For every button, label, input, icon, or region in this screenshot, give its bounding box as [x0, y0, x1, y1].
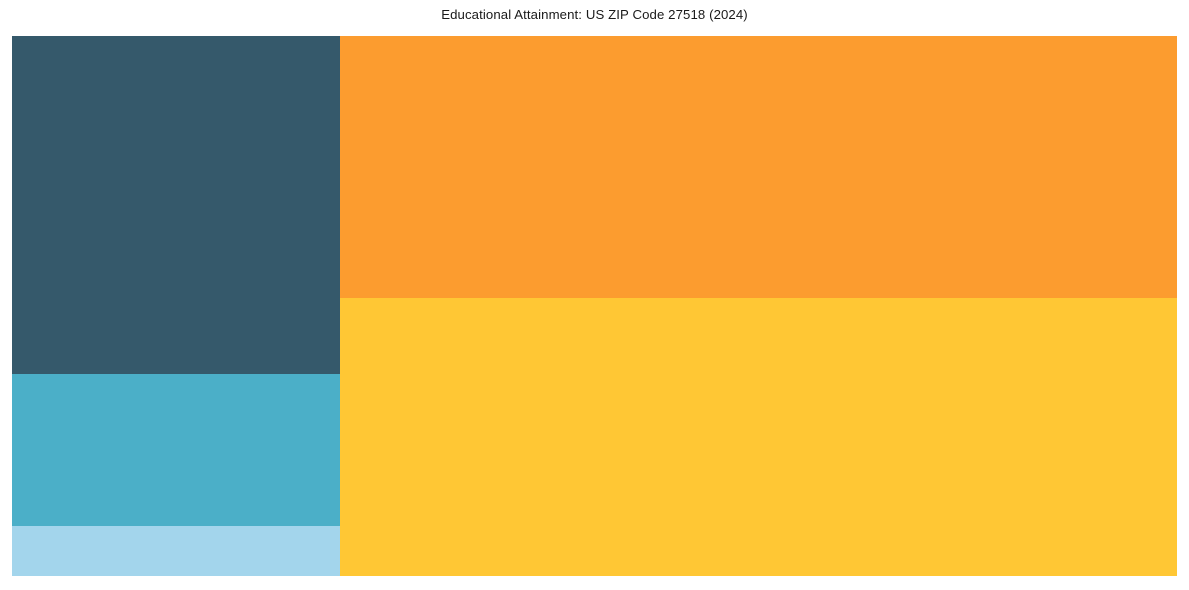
chart-title: Educational Attainment: US ZIP Code 2751… — [441, 7, 748, 22]
treemap-plot-area — [12, 36, 1177, 576]
treemap-tile[interactable] — [340, 298, 1177, 576]
treemap-tile[interactable] — [12, 36, 340, 374]
treemap-tile[interactable] — [12, 526, 340, 576]
treemap-tile[interactable] — [12, 374, 340, 526]
treemap-tile[interactable] — [340, 36, 1177, 298]
